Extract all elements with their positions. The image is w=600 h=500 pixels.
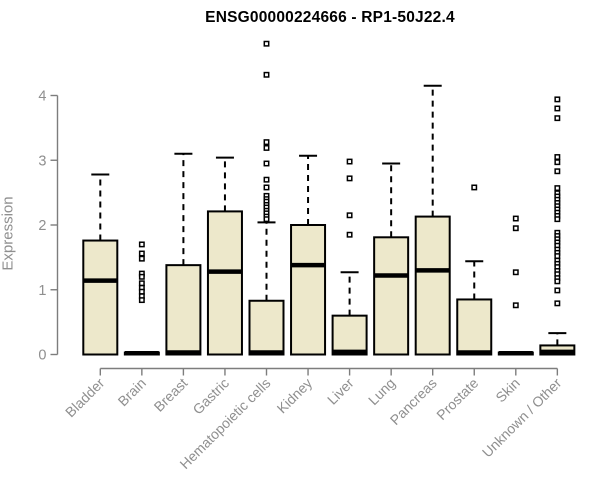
- outlier-point: [554, 154, 561, 160]
- outlier-point: [263, 71, 270, 78]
- outlier-point: [554, 278, 561, 285]
- box-body: [456, 298, 493, 356]
- box-liver: [331, 158, 368, 356]
- box-gastric: [206, 156, 243, 356]
- outlier-point: [512, 302, 519, 309]
- x-tick-label-brain: Brain: [115, 375, 149, 409]
- box-body: [248, 299, 285, 356]
- outlier-point: [554, 216, 561, 223]
- outlier-point: [346, 231, 353, 238]
- box-body: [373, 236, 410, 356]
- box-body: [82, 239, 119, 356]
- outlier-point: [138, 241, 145, 248]
- y-tick-label: 4: [38, 89, 46, 105]
- box-body: [206, 210, 243, 356]
- outlier-point: [138, 273, 145, 280]
- outlier-point: [554, 115, 561, 122]
- box-unknown-other: [539, 96, 576, 356]
- x-tick-label-liver: Liver: [324, 375, 357, 408]
- outlier-point: [554, 185, 561, 192]
- box-body: [331, 314, 368, 356]
- outlier-point: [138, 297, 145, 304]
- outlier-point: [346, 158, 353, 165]
- box-breast: [165, 152, 202, 356]
- x-tick-label-skin: Skin: [492, 375, 523, 406]
- box-kidney: [290, 154, 327, 356]
- y-tick-label: 3: [38, 153, 46, 169]
- y-tick-label: 1: [38, 283, 46, 299]
- box-brain: [123, 241, 160, 356]
- outlier-point: [138, 250, 145, 257]
- y-tick-label: 2: [38, 218, 46, 234]
- y-tick-label: 0: [38, 348, 46, 364]
- outlier-point: [138, 280, 145, 287]
- outlier-point: [138, 255, 145, 262]
- outlier-point: [554, 300, 561, 307]
- outlier-point: [512, 215, 519, 222]
- box-skin: [497, 215, 534, 356]
- outlier-point: [554, 96, 561, 103]
- outlier-point: [263, 144, 270, 151]
- outlier-point: [512, 269, 519, 276]
- outlier-point: [263, 139, 270, 146]
- x-tick-label-prostate: Prostate: [433, 375, 481, 423]
- x-tick-label-unknown-other: Unknown / Other: [479, 375, 565, 461]
- outlier-point: [263, 216, 270, 223]
- outlier-point: [512, 225, 519, 232]
- outlier-point: [263, 176, 270, 183]
- outlier-point: [554, 287, 561, 294]
- chart-title: ENSG00000224666 - RP1-50J22.4: [205, 9, 455, 26]
- x-tick-label-bladder: Bladder: [62, 375, 108, 421]
- box-body: [165, 264, 202, 356]
- box-hematopoietic-cells: [248, 40, 285, 356]
- x-tick-label-kidney: Kidney: [274, 375, 316, 417]
- box-body: [414, 215, 451, 356]
- outlier-point: [554, 253, 561, 260]
- outlier-point: [554, 105, 561, 112]
- outlier-point: [138, 288, 145, 295]
- outlier-point: [554, 168, 561, 175]
- outlier-point: [346, 212, 353, 219]
- x-tick-label-lung: Lung: [365, 375, 398, 408]
- outlier-point: [346, 175, 353, 182]
- x-tick-label-breast: Breast: [151, 375, 191, 415]
- box-bladder: [82, 173, 119, 356]
- box-body: [290, 224, 327, 356]
- box-prostate: [456, 184, 493, 356]
- outlier-point: [263, 160, 270, 167]
- outlier-point: [263, 40, 270, 47]
- box-pancreas: [414, 84, 451, 356]
- y-axis: 0 1 2 3 4: [38, 89, 59, 364]
- outlier-point: [263, 184, 270, 191]
- outlier-point: [471, 184, 478, 191]
- outlier-point: [554, 159, 561, 166]
- box-lung: [373, 162, 410, 356]
